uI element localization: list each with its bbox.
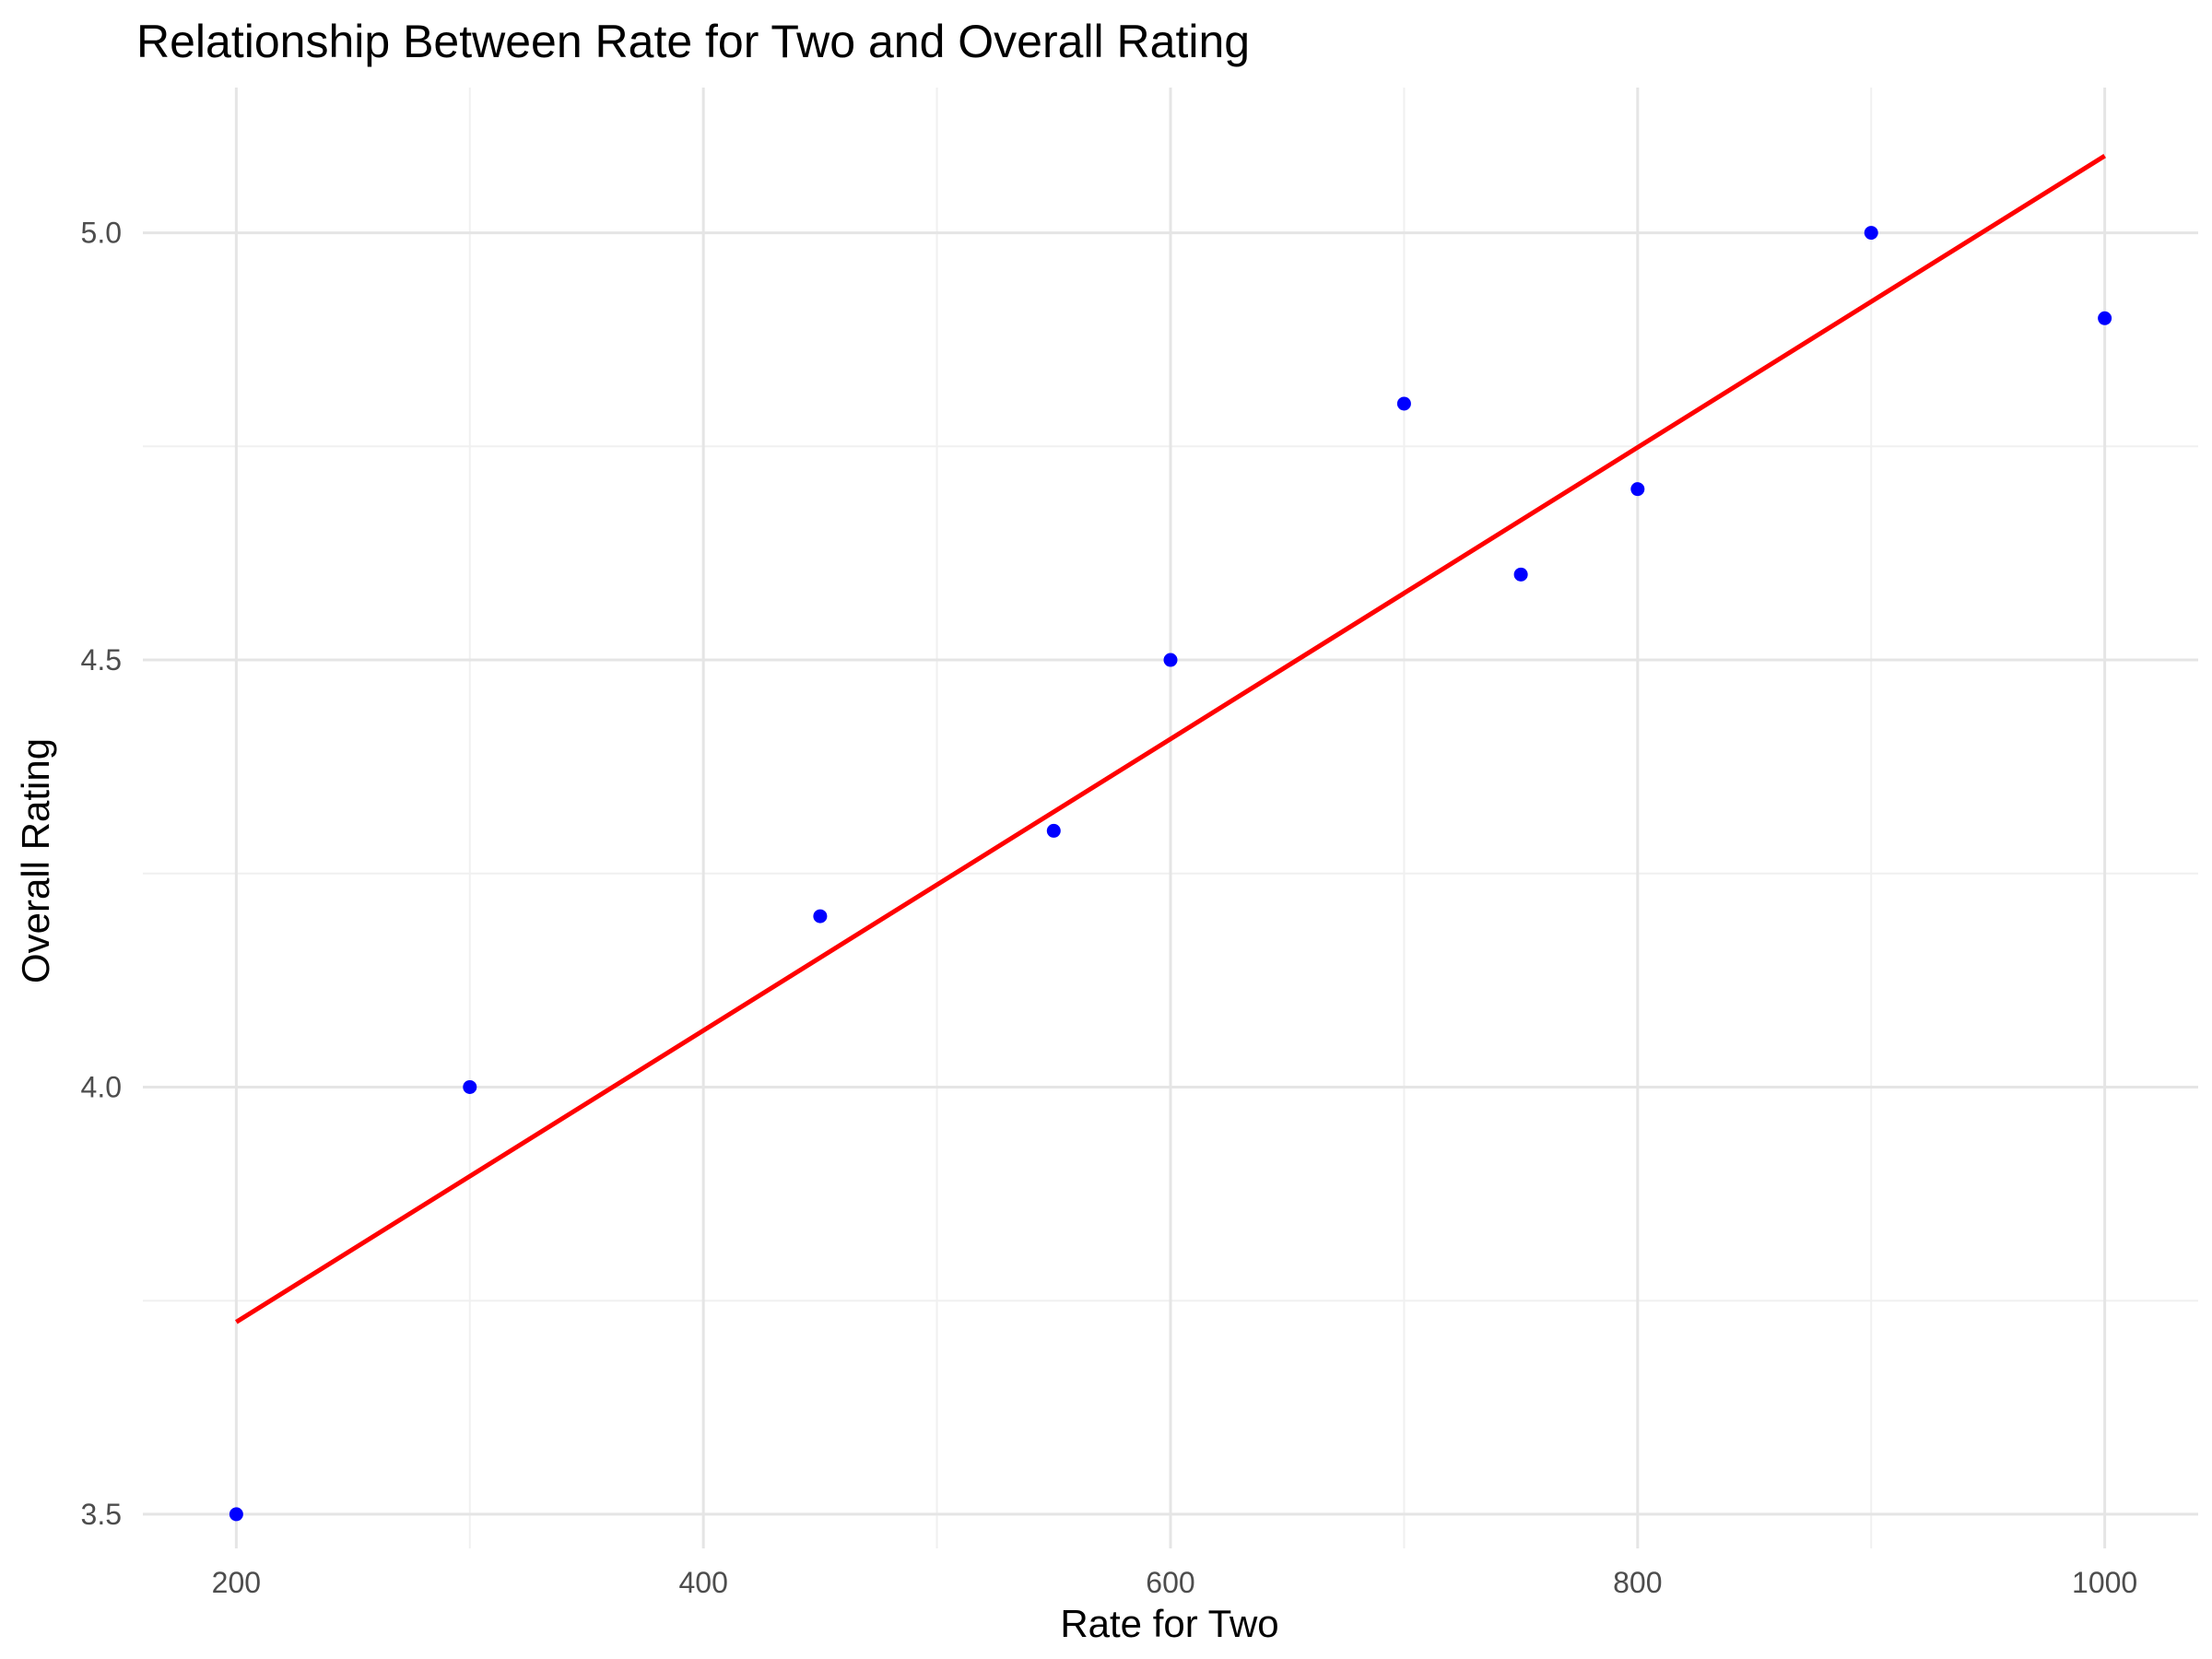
x-tick-label: 200 <box>212 1566 261 1599</box>
x-tick-label: 1000 <box>2072 1566 2137 1599</box>
data-point <box>463 1079 477 1094</box>
x-tick-label: 800 <box>1613 1566 1662 1599</box>
data-point <box>1163 653 1178 667</box>
x-tick-label: 400 <box>678 1566 727 1599</box>
y-axis-ticks: 3.5 4.0 4.5 5.0 <box>81 217 122 1531</box>
data-point <box>1864 226 1878 241</box>
y-tick-label: 5.0 <box>81 217 122 250</box>
x-axis-ticks: 200 400 600 800 1000 <box>212 1566 2138 1599</box>
data-point <box>813 909 828 924</box>
trend-line-group <box>235 154 2106 1324</box>
major-gridlines <box>143 88 2198 1548</box>
data-point <box>1046 823 1061 838</box>
x-axis-label: Rate for Two <box>1060 1602 1278 1645</box>
data-point <box>1630 482 1645 497</box>
x-tick-label: 600 <box>1146 1566 1194 1599</box>
data-point <box>1513 567 1528 582</box>
y-axis-label: Overall Rating <box>14 738 57 983</box>
data-point <box>2098 311 2112 325</box>
data-point <box>1396 396 1411 411</box>
data-points <box>229 226 2112 1522</box>
data-point <box>229 1507 243 1522</box>
chart-title: Relationship Between Rate for Two and Ov… <box>136 16 1250 67</box>
y-tick-label: 4.5 <box>81 643 122 677</box>
trend-line <box>235 154 2106 1324</box>
y-tick-label: 3.5 <box>81 1498 122 1531</box>
y-tick-label: 4.0 <box>81 1070 122 1103</box>
